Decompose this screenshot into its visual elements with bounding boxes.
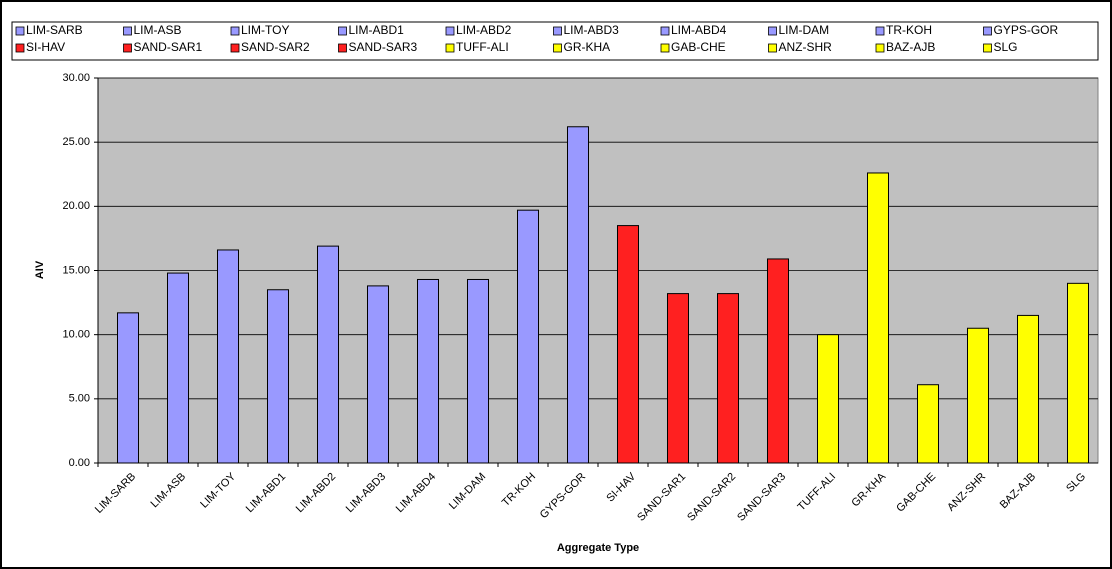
legend-label: LIM-SARB (26, 23, 83, 37)
x-axis-title: Aggregate Type (557, 542, 639, 554)
legend-swatch (768, 43, 777, 53)
bar (117, 312, 139, 464)
bar (1017, 314, 1039, 464)
y-tick-label: 25.00 (62, 136, 90, 148)
y-tick-label: 0.00 (69, 457, 90, 469)
legend-swatch (230, 26, 240, 36)
legend-swatch (660, 26, 670, 36)
legend-swatch (983, 43, 992, 53)
bar (817, 334, 839, 464)
bar (467, 278, 489, 464)
legend-swatch (123, 43, 132, 53)
legend-label: ANZ-SHR (779, 40, 833, 54)
y-tick-label: 30.00 (62, 72, 90, 84)
bar (167, 272, 189, 464)
legend-label: TR-KOH (886, 23, 932, 37)
legend-swatch (15, 43, 25, 53)
legend-label: LIM-ASB (134, 23, 182, 37)
legend-swatch (445, 26, 455, 36)
legend-label: SI-HAV (26, 40, 65, 54)
legend-swatch (983, 26, 992, 36)
legend-label: GR-KHA (564, 40, 611, 54)
bar (967, 327, 989, 464)
bar (267, 289, 289, 464)
bar (567, 126, 589, 464)
bar (767, 258, 789, 464)
legend-swatch (875, 26, 885, 36)
bar (317, 245, 339, 464)
legend-swatch (230, 43, 240, 53)
y-axis-title: AIV (34, 260, 46, 279)
legend-swatch (338, 43, 347, 53)
y-tick-label: 15.00 (62, 264, 90, 276)
bar (867, 172, 889, 464)
legend-label: LIM-ABD2 (456, 23, 512, 37)
bar (717, 293, 739, 464)
legend-label: LIM-ABD3 (564, 23, 620, 37)
legend-swatch (445, 43, 455, 53)
bar (517, 209, 539, 464)
legend-label: GAB-CHE (671, 40, 726, 54)
legend-label: TUFF-ALI (456, 40, 509, 54)
legend-label: SAND-SAR3 (349, 40, 418, 54)
y-tick-label: 10.00 (62, 329, 90, 341)
y-tick-label: 20.00 (62, 200, 90, 212)
legend-label: BAZ-AJB (886, 40, 935, 54)
legend-label: GYPS-GOR (994, 23, 1059, 37)
bar (417, 278, 439, 464)
bar (217, 249, 239, 464)
legend-swatch (553, 43, 562, 53)
legend-label: SLG (994, 40, 1018, 54)
legend-swatch (123, 26, 132, 36)
legend-swatch (660, 43, 670, 53)
legend-label: LIM-DAM (779, 23, 830, 37)
legend-swatch (15, 26, 25, 36)
bar (617, 225, 639, 464)
legend-label: SAND-SAR1 (134, 40, 203, 54)
bar (667, 293, 689, 464)
bar (917, 384, 939, 464)
legend-swatch (553, 26, 562, 36)
legend-swatch (338, 26, 347, 36)
legend-label: LIM-ABD4 (671, 23, 727, 37)
bar (1067, 282, 1089, 464)
legend-label: LIM-ABD1 (349, 23, 405, 37)
bar (367, 285, 389, 464)
y-tick-label: 5.00 (69, 393, 90, 405)
legend-swatch (875, 43, 885, 53)
legend-swatch (768, 26, 777, 36)
legend-label: SAND-SAR2 (241, 40, 310, 54)
legend-label: LIM-TOY (241, 23, 289, 37)
